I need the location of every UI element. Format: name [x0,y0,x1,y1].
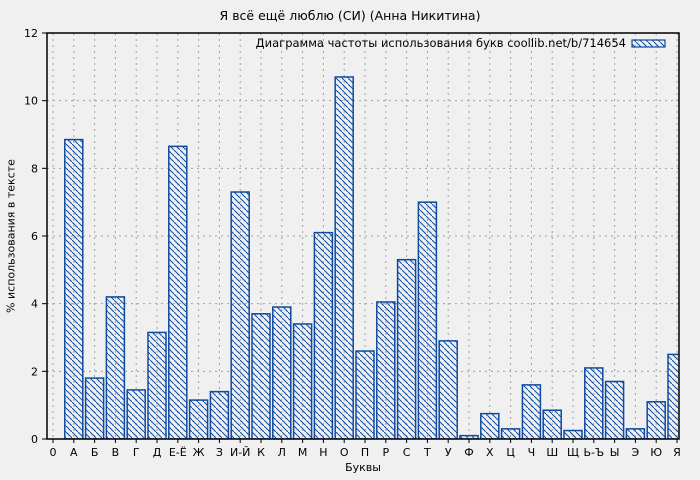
bar-Ь-Ъ [584,367,604,439]
bar-Ф [459,434,479,439]
gridlines [47,33,679,439]
chart-title: Я всё ещё люблю (СИ) (Анна Никитина) [219,8,481,23]
x-tick-label: П [361,446,369,459]
x-tick-label: Л [278,446,286,459]
x-tick-label: А [70,446,78,459]
x-tick-label: Б [91,446,99,459]
x-tick-label: Ч [528,446,536,459]
x-tick-label: М [298,446,308,459]
bar-Г [126,389,146,439]
x-tick-label: Я [673,446,681,459]
bar-Л [272,306,292,439]
bar-О [334,76,354,439]
x-tick-label: К [257,446,265,459]
x-tick-label: Щ [567,446,579,459]
bar-Ю [646,401,666,439]
y-tick-label: 0 [31,433,38,446]
x-tick-label: Ш [546,446,558,459]
x-tick-label: Ж [193,446,205,459]
x-tick-label: Е-Ё [169,446,187,459]
x-tick-label: Р [382,446,389,459]
x-tick-label: У [445,446,452,459]
bar-В [105,296,126,439]
bar-П [355,350,375,439]
y-tick-label: 8 [31,162,38,175]
bar-У [438,340,458,439]
x-tick-label: Ц [506,446,515,459]
x-tick-label: Д [153,446,162,459]
x-tick-label: Г [133,446,140,459]
bar-Я [667,353,679,439]
bar-Б [84,377,105,439]
x-tick-label: Т [423,446,431,459]
bar-Д [147,331,167,439]
axis-ticks [42,32,678,443]
x-tick-label: Ы [610,446,620,459]
y-tick-label: 2 [31,365,38,378]
bar-З [209,390,230,439]
legend-swatch [631,39,666,48]
bar-Щ [563,429,583,439]
bar-Р [376,301,396,439]
bars [64,76,679,439]
x-tick-label: Н [319,446,327,459]
bar-Х [480,412,500,439]
bar-С [396,258,417,439]
bar-Ц [500,428,521,439]
bar-Э [625,428,646,439]
legend-label: Диаграмма частоты использования букв coo… [255,36,626,50]
x-tick-label: Ь-Ъ [583,446,604,459]
bar-Ш [542,409,562,439]
y-tick-label: 4 [31,298,38,311]
bar-Е-Ё [168,145,188,439]
bar-Т [417,201,438,439]
bar-Ч [521,384,542,439]
x-tick-label: С [403,446,411,459]
x-tick-label: З [216,446,223,459]
x-tick-label: И-Й [230,446,250,459]
x-tick-label: Х [486,446,494,459]
bar-Н [313,231,334,439]
x-axis-label: Буквы [345,461,381,474]
x-tick-labels: 0 А Б В Г Д Е-Ё Ж З И-Й К Л М Н О П Р С Т У Ф Х Ц Ч Ш Щ Ь-Ъ Ы Э Ю Я [50,446,681,459]
y-tick-label: 12 [24,27,38,40]
y-tick-label: 10 [24,95,38,108]
y-tick-labels: 0 2 4 6 8 10 12 [24,27,38,446]
x-tick-label: Э [632,446,640,459]
x-tick-label: О [340,446,349,459]
bar-М [292,323,313,439]
bar-Ы [604,380,625,439]
bar-И-Й [230,191,250,439]
bar-К [251,313,271,439]
x-tick-label: 0 [50,446,57,459]
bar-А [64,138,84,439]
x-tick-label: Ф [464,446,473,459]
bar-Ж [188,399,209,439]
y-tick-label: 6 [31,230,38,243]
x-tick-label: Ю [650,446,662,459]
x-tick-label: В [112,446,120,459]
